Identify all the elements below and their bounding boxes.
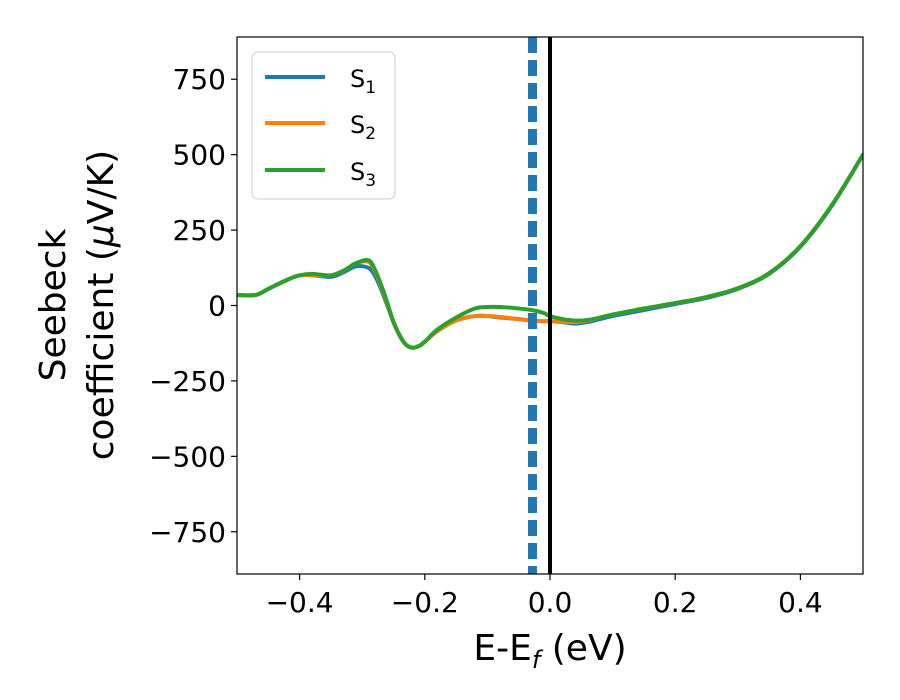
series-line-s3 — [237, 152, 863, 350]
x-tick-label: 0.2 — [653, 586, 698, 619]
series-layer — [237, 152, 863, 350]
y-axis-label-line2: coefficient (μV/K) — [81, 150, 122, 460]
legend-label-s1: S1 — [350, 65, 376, 98]
x-axis-label: E-Ef (eV) — [473, 628, 626, 674]
x-axis-label-main: E-E — [473, 628, 531, 669]
y-tick-label: 750 — [173, 63, 226, 96]
y-axis-label: Seebeck coefficient (μV/K) — [33, 150, 122, 460]
y-tick-label: −750 — [149, 516, 226, 549]
y-axis-label-line2-prefix: coefficient ( — [81, 247, 122, 460]
vline-layer — [527, 37, 552, 574]
y-tick-label: 0 — [208, 290, 226, 323]
y-tick-label: −250 — [149, 365, 226, 398]
x-tick-label: −0.2 — [391, 586, 459, 619]
x-tick-label: 0.4 — [778, 586, 823, 619]
legend-label-s2: S2 — [350, 111, 376, 144]
x-axis-ticks: −0.4 −0.2 0.0 0.2 0.4 — [266, 574, 823, 619]
y-tick-label: −500 — [149, 440, 226, 473]
legend-label-s3: S3 — [350, 158, 376, 191]
y-axis-label-line2-suffix: V/K) — [81, 150, 122, 224]
legend-box — [251, 51, 396, 200]
legend: S1 S2 S3 — [251, 51, 396, 200]
y-tick-label: 250 — [173, 214, 226, 247]
x-tick-label: 0.0 — [528, 586, 573, 619]
x-axis-label-unit: (eV) — [540, 628, 626, 669]
x-tick-label: −0.4 — [266, 586, 334, 619]
y-axis-label-mu: μ — [81, 224, 122, 248]
y-axis-ticks: 750 500 250 0 −250 −500 −750 — [149, 63, 237, 549]
y-tick-label: 500 — [173, 139, 226, 172]
y-axis-label-line1: Seebeck — [33, 228, 74, 381]
